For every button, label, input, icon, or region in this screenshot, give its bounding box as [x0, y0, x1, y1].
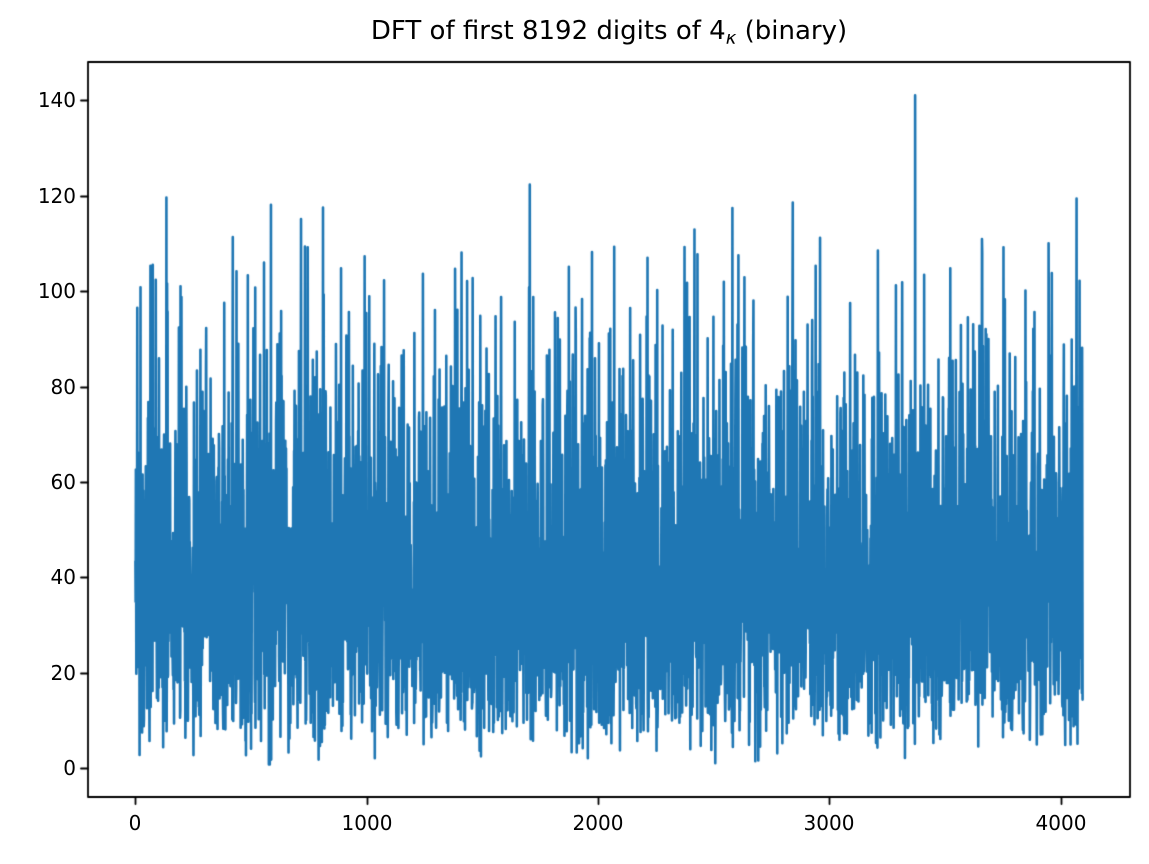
chart-title-prefix: DFT of first 8192 digits of 4 [370, 16, 726, 46]
chart-title-subscript: κ [725, 28, 737, 49]
y-tick-label: 80 [50, 375, 76, 399]
chart-title: DFT of first 8192 digits of 4κ (binary) [88, 14, 1130, 56]
x-tick-label: 2000 [572, 811, 624, 835]
x-tick-label: 1000 [341, 811, 393, 835]
y-tick-label: 20 [50, 661, 76, 685]
y-tick-label: 140 [37, 88, 76, 112]
y-tick-label: 60 [50, 470, 76, 494]
y-tick-label: 120 [37, 184, 76, 208]
x-tick-label: 4000 [1035, 811, 1087, 835]
chart-title-suffix: (binary) [736, 16, 848, 46]
x-tick-label: 0 [128, 811, 142, 835]
x-tick-label: 3000 [803, 811, 855, 835]
y-tick-label: 100 [37, 279, 76, 303]
y-tick-label: 40 [50, 565, 76, 589]
y-tick-label: 0 [63, 756, 76, 780]
